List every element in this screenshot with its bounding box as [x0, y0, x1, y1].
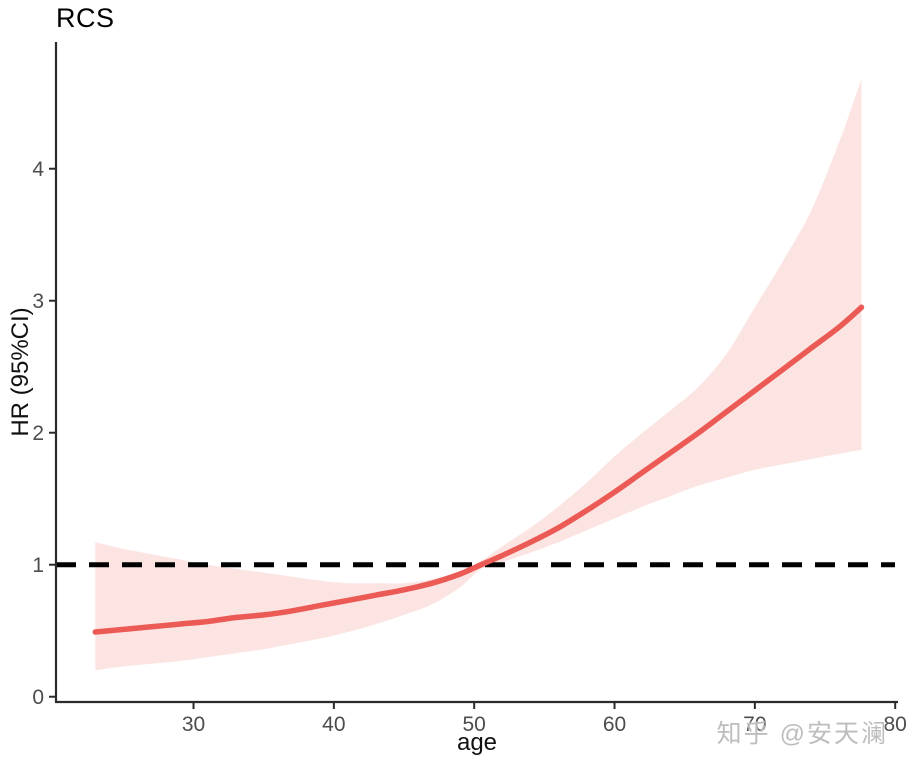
x-tick-label: 30 — [182, 713, 205, 736]
x-tick-label: 70 — [743, 713, 766, 736]
x-axis-label: age — [456, 729, 498, 756]
y-tick-label: 4 — [32, 158, 44, 181]
x-tick-label: 80 — [884, 713, 907, 736]
confidence-band — [95, 79, 862, 671]
watermark: 知乎 @安天澜 — [716, 720, 888, 748]
y-axis-label: HR (95%CI) — [7, 307, 34, 437]
x-tick-label: 60 — [603, 713, 626, 736]
x-tick-label: 40 — [322, 713, 345, 736]
y-tick-label: 3 — [32, 290, 44, 313]
x-tick-label: 50 — [463, 713, 486, 736]
y-tick-label: 2 — [32, 422, 44, 445]
y-tick-label: 1 — [32, 554, 44, 577]
page-title: RCS — [56, 3, 115, 33]
hr-curve — [92, 304, 865, 635]
y-tick-label: 0 — [32, 686, 44, 709]
